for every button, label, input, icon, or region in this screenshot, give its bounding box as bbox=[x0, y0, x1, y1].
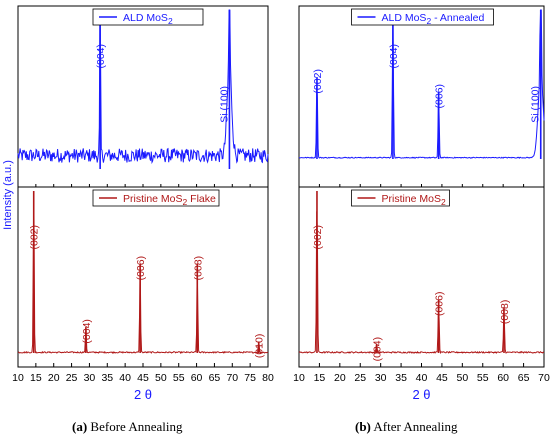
x-tick-label: 70 bbox=[538, 372, 550, 384]
panel-b: 10 15 20 25 30 35 40 45 50 55 60 65 702 θ(002)(004)(… bbox=[293, 5, 550, 402]
peak-label: (006) bbox=[135, 256, 147, 281]
legend-box bbox=[351, 8, 494, 26]
subplot-bottom: (002) (004) (006) (008) Pristine MoS2 bbox=[298, 189, 545, 362]
x-tick-label: 55 bbox=[477, 372, 489, 384]
x-tick-label: 70 bbox=[226, 372, 238, 384]
peak-label: (008) bbox=[192, 256, 204, 281]
legend-label: Pristine MoS2 bbox=[382, 193, 447, 207]
x-tick-label: 35 bbox=[101, 372, 113, 384]
caption-a: (a) Before Annealing bbox=[72, 419, 182, 435]
peak-label: (004) bbox=[81, 319, 93, 344]
x-tick-label: 30 bbox=[375, 372, 387, 384]
x-tick-label: 45 bbox=[436, 372, 448, 384]
x-axis-label: 2 θ bbox=[412, 387, 430, 402]
caption-b: (b) After Annealing bbox=[355, 419, 458, 435]
x-tick-label: 65 bbox=[518, 372, 530, 384]
x-tick-label: 25 bbox=[354, 372, 366, 384]
peak-label: (002) bbox=[312, 225, 324, 250]
x-tick-label: 10 bbox=[12, 372, 24, 384]
peak-label: Si (100) bbox=[530, 86, 542, 123]
subplot-bottom: (002) (004) (006) (008) (010) Pristine MoS2 F… bbox=[17, 189, 269, 359]
x-tick-label: 15 bbox=[30, 372, 42, 384]
legend: Pristine MoS2 Flake bbox=[92, 189, 220, 207]
caption-b-tag: (b) bbox=[355, 419, 371, 434]
peak-label: (006) bbox=[434, 292, 446, 317]
x-tick-label: 35 bbox=[395, 372, 407, 384]
legend-label: ALD MoS2 - Annealed bbox=[382, 12, 485, 26]
series-line bbox=[17, 214, 269, 354]
legend: Pristine MoS2 bbox=[351, 189, 450, 207]
peak-label: (010) bbox=[254, 334, 266, 359]
peak-label: (004) bbox=[95, 44, 107, 69]
x-tick-label: 75 bbox=[244, 372, 256, 384]
peak-label: (002) bbox=[29, 225, 41, 250]
x-tick-label: 10 bbox=[293, 372, 305, 384]
x-tick-label: 80 bbox=[262, 372, 274, 384]
x-tick-label: 15 bbox=[314, 372, 326, 384]
x-tick-label: 40 bbox=[119, 372, 131, 384]
y-axis-label: Intensity (a.u.) bbox=[2, 160, 14, 230]
x-tick-label: 30 bbox=[84, 372, 96, 384]
legend-box bbox=[351, 189, 450, 207]
legend-box bbox=[92, 8, 204, 26]
x-tick-label: 65 bbox=[209, 372, 221, 384]
x-tick-label: 40 bbox=[416, 372, 428, 384]
series-line bbox=[17, 9, 269, 165]
peak-label: (004) bbox=[372, 337, 384, 362]
legend-label: Pristine MoS2 Flake bbox=[123, 193, 216, 207]
peak-label: Si (100) bbox=[218, 86, 230, 123]
x-tick-label: 20 bbox=[334, 372, 346, 384]
peak-label: (008) bbox=[499, 300, 511, 325]
caption-a-text: Before Annealing bbox=[87, 419, 183, 434]
legend-box bbox=[92, 189, 220, 207]
x-tick-label: 20 bbox=[48, 372, 60, 384]
subplot-top: (002) (004) (006) Si (100) ALD MoS2 - Anneal… bbox=[298, 8, 545, 159]
caption-a-tag: (a) bbox=[72, 419, 88, 434]
x-tick-label: 25 bbox=[66, 372, 78, 384]
series-line bbox=[298, 211, 545, 355]
caption-b-text: After Annealing bbox=[370, 419, 458, 434]
subplot-top: (004) Si (100) ALD MoS2 bbox=[17, 8, 269, 169]
legend-label: ALD MoS2 bbox=[123, 12, 173, 26]
x-tick-label: 50 bbox=[456, 372, 468, 384]
x-tick-label: 50 bbox=[155, 372, 167, 384]
peak-label: (002) bbox=[312, 69, 324, 94]
series-line bbox=[298, 9, 545, 159]
legend: ALD MoS2 bbox=[92, 8, 204, 26]
x-tick-label: 45 bbox=[137, 372, 149, 384]
peak-label: (006) bbox=[434, 84, 446, 109]
x-tick-label: 60 bbox=[191, 372, 203, 384]
x-tick-label: 55 bbox=[173, 372, 185, 384]
panel-a: 10 15 20 25 30 35 40 45 50 55 60 65 70 75 80 2 θ Intensi… bbox=[2, 5, 274, 402]
x-axis-label: 2 θ bbox=[134, 387, 152, 402]
peak-label: (004) bbox=[388, 44, 400, 69]
x-tick-label: 60 bbox=[497, 372, 509, 384]
legend: ALD MoS2 - Annealed bbox=[351, 8, 494, 26]
